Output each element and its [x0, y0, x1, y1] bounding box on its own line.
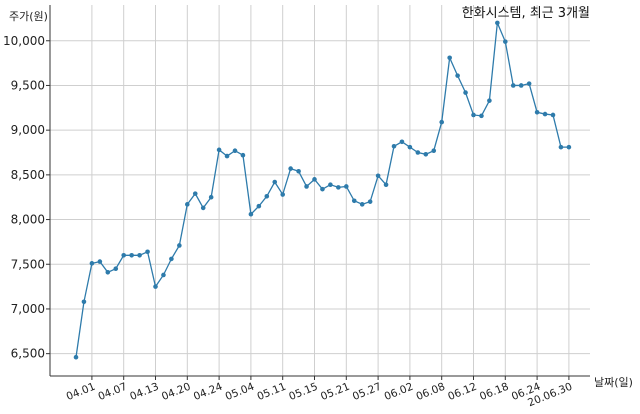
data-point — [463, 90, 468, 95]
data-point — [320, 186, 325, 192]
data-point — [566, 144, 572, 150]
x-tick-labels: 04.01 04.07 04.13 04.20 04.24 05.04 05.11 05.15… — [65, 381, 574, 410]
data-point — [534, 109, 540, 115]
data-point — [272, 179, 278, 185]
data-point — [73, 354, 79, 360]
data-point — [232, 148, 238, 154]
data-point — [304, 184, 309, 189]
data-point — [399, 139, 405, 145]
y-axis-label: 주가(원) — [9, 10, 48, 23]
data-point — [224, 153, 230, 159]
data-point — [177, 243, 182, 248]
y-tick-label: 9,500 — [11, 78, 45, 92]
data-point — [121, 253, 126, 258]
data-point — [169, 256, 174, 262]
data-point — [192, 191, 198, 196]
data-point — [161, 272, 166, 278]
y-tick-label: 7,500 — [11, 257, 45, 271]
y-tick-label: 10,000 — [3, 34, 45, 48]
data-point — [81, 299, 87, 305]
data-point — [415, 150, 421, 155]
x-tick-label: 04.24 — [192, 381, 225, 404]
data-point — [359, 202, 365, 207]
data-point — [296, 168, 301, 174]
data-point — [113, 266, 119, 272]
x-tick-label: 04.20 — [160, 381, 192, 403]
data-point — [256, 203, 262, 209]
grid — [46, 5, 590, 380]
y-tick-label: 8,500 — [11, 168, 45, 182]
x-tick-label: 05.11 — [255, 381, 287, 403]
x-axis-label: 날짜(일) — [594, 375, 633, 389]
data-point — [391, 143, 397, 149]
data-point — [97, 259, 103, 264]
data-point — [264, 194, 270, 199]
x-tick-label: 06.02 — [383, 381, 415, 403]
data-point — [336, 185, 341, 190]
data-point — [145, 249, 150, 255]
x-tick-label: 05.04 — [224, 381, 257, 404]
data-point — [518, 83, 524, 88]
x-tick-label: 05.21 — [319, 381, 351, 403]
data-point — [328, 182, 333, 187]
data-point — [407, 144, 413, 150]
data-point — [383, 182, 389, 187]
data-point — [487, 98, 492, 103]
x-tick-label: 04.13 — [128, 381, 160, 403]
data-point — [351, 198, 357, 204]
chart-title: 한화시스템, 최근 3개월 — [462, 6, 590, 21]
data-point — [153, 284, 158, 289]
data-point — [137, 253, 142, 258]
data-point — [431, 148, 437, 154]
data-point — [447, 55, 452, 61]
data-point — [550, 112, 556, 118]
x-tick-label: 06.08 — [414, 381, 446, 403]
x-tick-label: 04.07 — [96, 381, 128, 403]
x-tick-label: 06.18 — [478, 381, 510, 403]
y-tick-labels: 6,500 7,000 7,500 8,000 8,500 9,000 9,500 10,00… — [3, 34, 45, 361]
data-point — [185, 202, 190, 207]
data-point — [312, 177, 317, 182]
data-point — [503, 39, 508, 44]
data-point — [526, 81, 532, 86]
y-tick-label: 8,000 — [11, 213, 45, 227]
data-point — [542, 111, 548, 117]
x-tick-label: 05.15 — [287, 381, 319, 403]
data-point — [375, 173, 381, 179]
data-point — [248, 211, 254, 217]
data-point — [510, 83, 516, 88]
data-point — [216, 147, 222, 153]
x-tick-label: 06.12 — [446, 381, 478, 403]
y-tick-label: 9,000 — [11, 123, 45, 137]
data-point — [240, 152, 246, 158]
data-point — [455, 73, 460, 78]
data-point — [208, 194, 214, 200]
data-point — [288, 166, 293, 171]
data-point — [129, 253, 134, 258]
data-point — [200, 205, 206, 211]
data-point — [439, 119, 445, 125]
data-point — [105, 270, 111, 275]
data-point — [89, 261, 95, 266]
y-tick-label: 7,000 — [11, 302, 45, 316]
x-tick-label: 04.01 — [65, 381, 97, 403]
data-point — [479, 113, 484, 119]
data-point — [423, 151, 429, 157]
data-point — [280, 192, 286, 197]
data-point — [558, 144, 564, 150]
data-point — [344, 184, 349, 189]
axes — [49, 5, 590, 377]
y-tick-label: 6,500 — [11, 347, 45, 361]
data-point — [471, 112, 476, 118]
x-tick-label: 05.27 — [351, 381, 383, 403]
data-point — [367, 199, 373, 204]
series-price — [73, 20, 572, 360]
data-point — [495, 20, 500, 26]
